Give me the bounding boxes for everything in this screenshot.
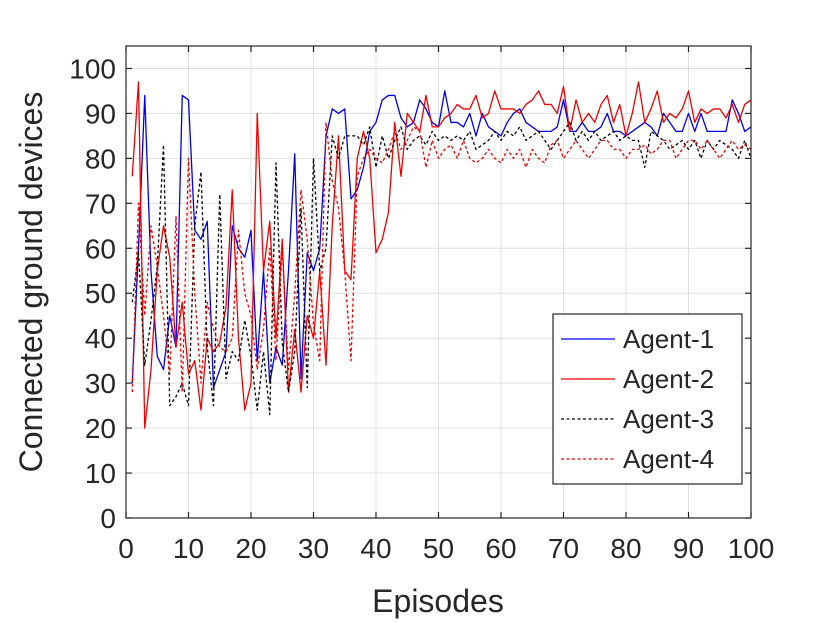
series-line-agent-2 [131,81,752,429]
legend-label: Agent-3 [623,404,714,434]
y-axis-label: Connected ground devices [13,92,49,473]
x-tick-label: 60 [485,533,516,564]
x-tick-label: 70 [548,533,579,564]
y-tick-label: 10 [85,458,116,489]
legend: Agent-1 Agent-2 Agent-3 Agent-4 [552,313,743,485]
x-tick-label: 40 [360,533,391,564]
y-tick-label: 0 [100,503,116,534]
tick-labels: 0 10 20 30 40 50 60 70 80 90 100 0 10 20 30 40 50 60 70 80 9… [69,53,774,564]
y-tick-label: 30 [85,368,116,399]
y-tick-label: 20 [85,413,116,444]
x-tick-label: 80 [610,533,641,564]
y-tick-label: 90 [85,98,116,129]
axes [125,45,752,519]
x-tick-label: 30 [298,533,329,564]
series-line-agent-4 [131,121,752,393]
series-line-agent-3 [131,121,752,416]
legend-label: Agent-2 [623,364,714,394]
x-axis-label: Episodes [372,583,504,619]
legend-box [552,313,743,485]
legend-label: Agent-1 [623,324,714,354]
x-tick-label: 0 [118,533,134,564]
y-tick-label: 100 [69,53,116,84]
y-tick-label: 40 [85,323,116,354]
y-tick-label: 50 [85,278,116,309]
x-tick-label: 20 [235,533,266,564]
x-tick-label: 90 [673,533,704,564]
x-tick-label: 10 [173,533,204,564]
x-tick-label: 50 [423,533,454,564]
x-tick-label: 100 [728,533,775,564]
y-tick-label: 60 [85,233,116,264]
series-line-agent-1 [131,90,752,389]
y-tick-label: 80 [85,143,116,174]
y-tick-label: 70 [85,188,116,219]
legend-label: Agent-4 [623,444,714,474]
series-layer [131,81,752,429]
